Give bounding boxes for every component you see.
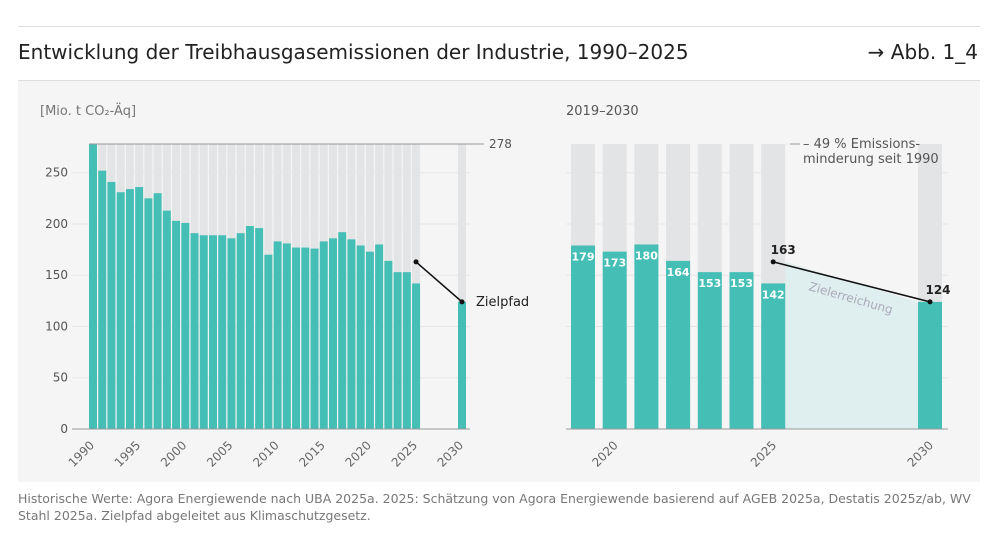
bar-2011 [282,243,291,429]
x-tick-label: 2030 [905,438,936,469]
target-path-line [773,261,931,303]
bar-2006 [236,233,245,429]
bar-2016 [328,238,337,429]
bar-2001 [190,233,199,429]
annotation-line-1: – 49 % Emissions- [803,137,920,152]
x-tick-label: 2015 [296,438,327,469]
data-label: 173 [603,257,626,270]
data-label: 180 [635,249,658,262]
bar-2014 [310,248,319,429]
y-tick-label: 200 [45,217,68,231]
data-label: 164 [667,266,690,279]
bar-2004 [218,235,227,429]
y-axis-label: [Mio. t CO₂-Äq] [40,103,136,119]
bar-2008 [255,228,264,429]
y-tick-label: 50 [53,371,68,385]
bar-2002 [199,235,208,429]
bar-2015 [319,241,328,429]
bar-1995 [135,187,144,429]
target-path-point [927,299,933,305]
target-value-label: 124 [925,283,950,297]
bar-2030 [918,301,942,429]
data-label: 153 [730,277,753,290]
x-tick-label: 2020 [589,438,620,469]
bar-2000 [181,222,190,429]
bar-2022 [384,260,393,429]
x-tick-label: 2000 [158,438,189,469]
bar-2009 [264,254,273,429]
x-tick-label: 2025 [389,438,420,469]
bar-2020 [602,251,627,429]
bar-1994 [125,189,134,429]
x-tick-label: 1995 [112,438,143,469]
target-path-label: Zielpfad [476,295,529,310]
bar-2023 [393,272,402,429]
bar-2017 [338,232,347,429]
bar-2021 [634,244,659,429]
x-tick-label: 2030 [435,438,466,469]
bar-2003 [208,235,217,429]
target-path-point [459,299,465,305]
bar-2022 [666,260,691,429]
bar-1992 [107,181,116,429]
target-path-line [415,261,463,303]
target-path-point [770,259,776,265]
bar-1993 [116,192,125,429]
bar-2024 [402,272,411,429]
bar-2021 [375,244,384,429]
data-label: 153 [698,277,721,290]
bar-2020 [365,251,374,429]
bar-2005 [227,238,236,429]
bar-2025 [761,283,786,429]
target-path-point [413,259,419,265]
bar-2007 [245,226,254,429]
bar-1999 [172,220,181,429]
bar-2024 [729,272,754,429]
bar-2013 [301,247,310,429]
y-tick-label: 150 [45,268,68,282]
background-bar [458,144,466,429]
x-tick-label: 2025 [748,438,779,469]
x-tick-label: 2010 [250,438,281,469]
figure-reference: → Abb. 1_4 [867,40,978,64]
bar-2025 [412,283,421,429]
x-tick-label: 2005 [204,438,235,469]
target-value-label: 163 [771,243,796,257]
annotation-line-2: minderung seit 1990 [803,152,939,167]
bar-1998 [162,210,171,429]
x-tick-label: 2020 [343,438,374,469]
data-label: 179 [572,250,595,263]
bar-2019 [356,245,365,429]
y-tick-label: 0 [60,422,68,436]
bar-2030 [458,301,466,429]
bar-2012 [292,247,301,429]
source-note: Historische Werte: Agora Energiewende na… [18,491,971,523]
bar-2023 [697,272,722,429]
max-label: 278 [489,137,512,151]
bar-2010 [273,241,282,429]
x-tick-label: 1990 [66,438,97,469]
bar-2018 [347,239,356,429]
top-rule [18,26,980,27]
bar-1990 [89,144,97,429]
data-label: 142 [762,288,785,301]
bar-1991 [98,170,107,430]
bar-1997 [153,193,162,429]
y-tick-label: 100 [45,319,68,333]
bar-2019 [571,245,595,429]
y-tick-label: 250 [45,166,68,180]
bar-1996 [144,198,153,429]
target-area-mask [785,144,918,302]
panel-title: 2019–2030 [566,104,639,119]
chart-title: Entwicklung der Treibhausgasemissionen d… [18,40,689,64]
